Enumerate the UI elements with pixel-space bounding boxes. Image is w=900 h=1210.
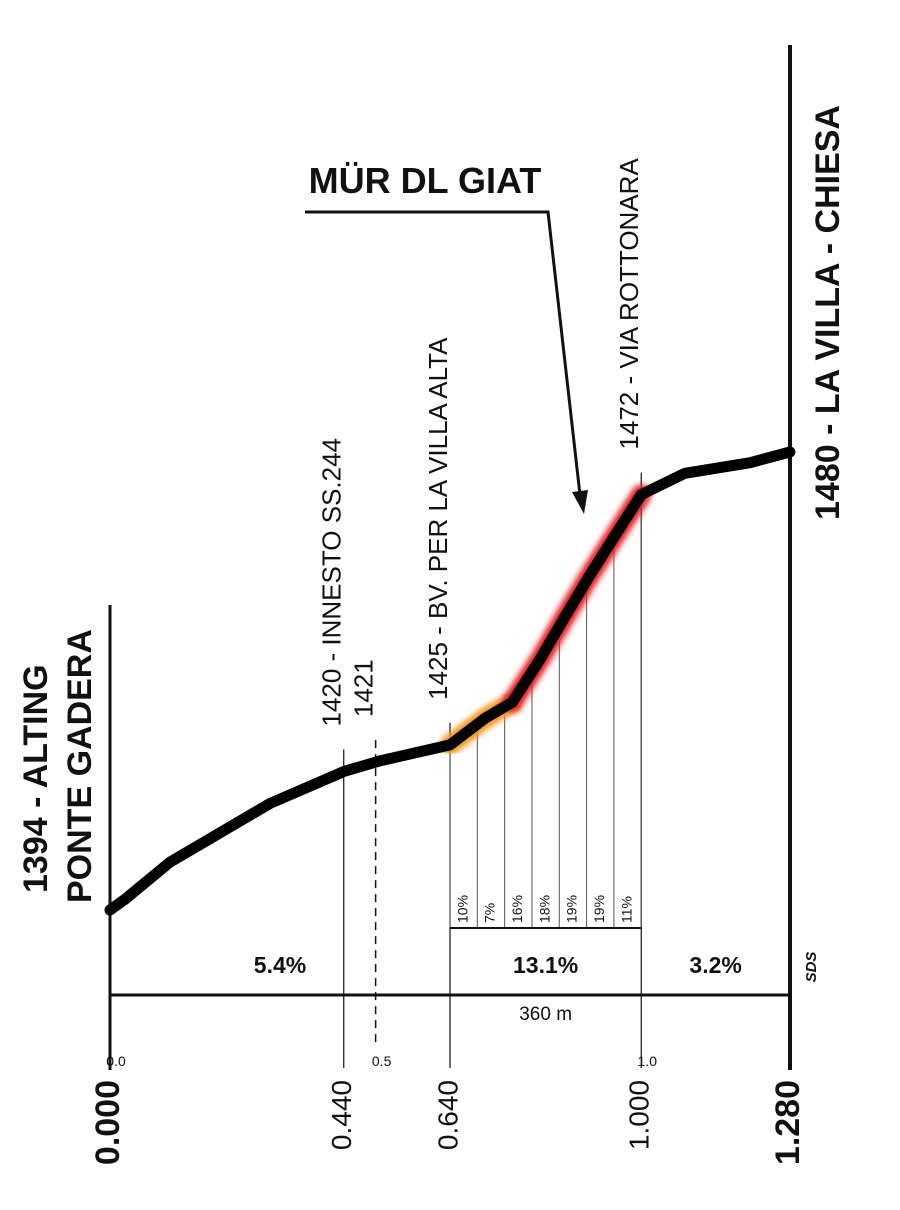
slice-gradient: 18% [536,895,552,923]
gradient-label: 13.1% [513,952,578,978]
waypoint-label: 1421 [349,659,379,717]
waypoint-label: 1425 - BV. PER LA VILLA ALTA [423,337,453,700]
slice-gradient: 19% [564,895,580,923]
x-tick-label: 1.280 [769,1080,807,1165]
pointer-line [305,210,582,496]
pointer-arrow [572,490,588,514]
waypoint-label: 1420 - INNESTO SS.244 [317,438,347,727]
gradient-label: 5.4% [254,952,306,978]
slice-gradient: 10% [454,895,470,923]
x-tick-label: 0.000 [89,1080,127,1165]
minor-tick-label: 1.0 [638,1053,658,1069]
detail-length: 360 m [519,1004,572,1025]
x-tick-label: 1.000 [624,1080,655,1150]
slice-gradient: 16% [509,895,525,923]
gradient-label: 3.2% [689,952,741,978]
waypoint-label: 1472 - VIA ROTTONARA [614,158,644,450]
end-label: 1480 - LA VILLA - CHIESA [809,105,847,520]
slice-gradient: 19% [591,895,607,923]
slice-gradient: 11% [618,896,634,923]
start-label: PONTE GADERA [61,629,99,903]
slice-gradient: 7% [482,903,498,923]
minor-tick-label: 0.5 [372,1053,392,1069]
x-tick-label: 0.440 [326,1080,357,1150]
climb-title: MÜR DL GIAT [309,160,542,201]
profile-line [104,446,796,916]
x-tick-label: 0.640 [432,1080,463,1150]
minor-tick-label: 0.0 [106,1053,126,1069]
start-label: 1394 - ALTING [17,664,55,893]
logo: SDS [803,952,820,983]
